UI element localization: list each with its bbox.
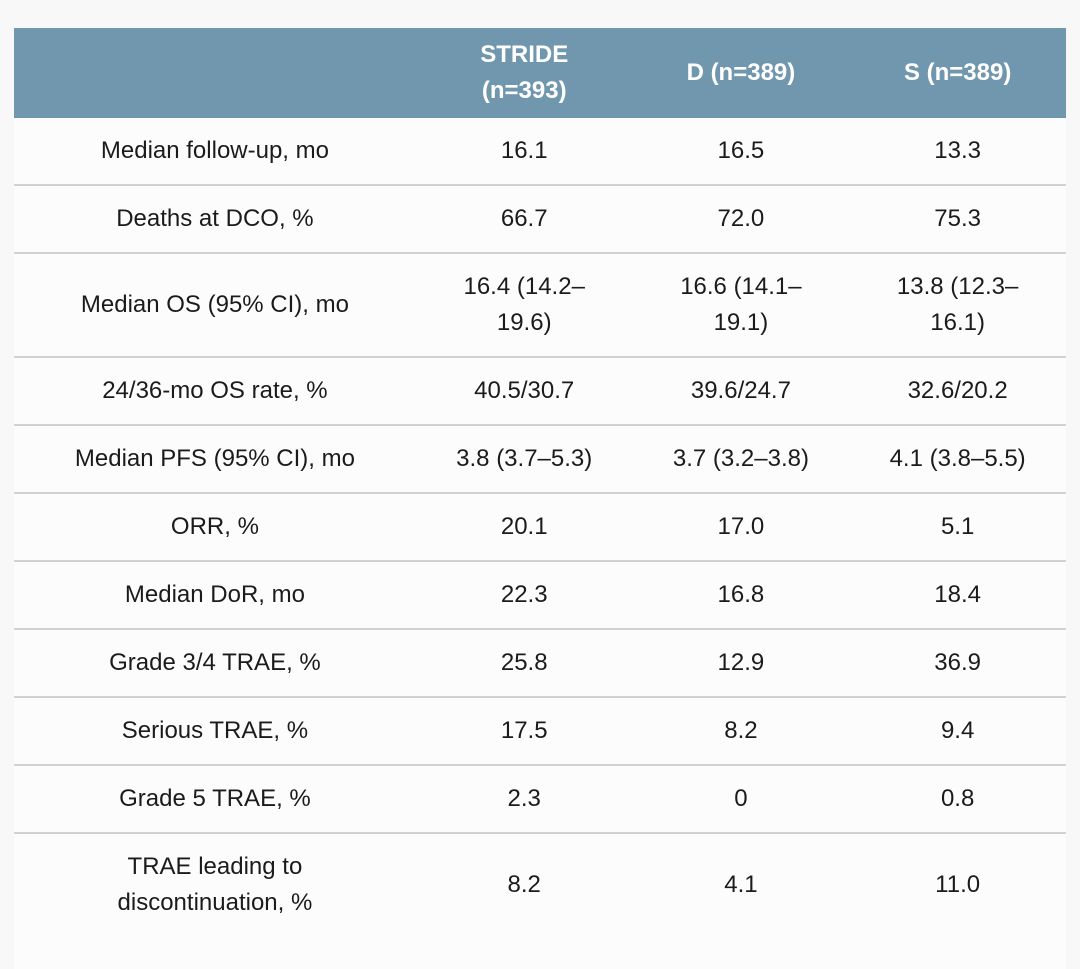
table-row: Median follow-up, mo 16.1 16.5 13.3: [14, 118, 1066, 185]
cell-d: 4.1: [632, 832, 850, 969]
cell-s: 36.9: [849, 628, 1066, 697]
cell-stride: 16.4 (14.2– 19.6): [415, 252, 633, 357]
cell-stride: 3.8 (3.7–5.3): [415, 424, 633, 493]
cell-s: 9.4: [849, 696, 1066, 765]
row-label: TRAE leading to discontinuation, %: [14, 832, 416, 969]
table-row: TRAE leading to discontinuation, % 8.2 4…: [14, 832, 1066, 969]
table-row: Serious TRAE, % 17.5 8.2 9.4: [14, 696, 1066, 765]
cell-stride: 25.8: [415, 628, 633, 697]
column-header-s: S (n=389): [849, 28, 1066, 118]
row-label: Grade 3/4 TRAE, %: [14, 628, 416, 697]
table-body: Median follow-up, mo 16.1 16.5 13.3 Deat…: [14, 118, 1066, 969]
row-label: 24/36-mo OS rate, %: [14, 356, 416, 425]
cell-d: 0: [632, 764, 850, 833]
column-header-stride: STRIDE (n=393): [415, 28, 633, 118]
row-label: Grade 5 TRAE, %: [14, 764, 416, 833]
cell-s: 13.8 (12.3– 16.1): [849, 252, 1066, 357]
cell-d: 12.9: [632, 628, 850, 697]
header-row: STRIDE (n=393) D (n=389) S (n=389): [14, 28, 1066, 118]
row-label: Median follow-up, mo: [14, 118, 416, 185]
table-row: Grade 3/4 TRAE, % 25.8 12.9 36.9: [14, 628, 1066, 697]
cell-s: 0.8: [849, 764, 1066, 833]
results-table: STRIDE (n=393) D (n=389) S (n=389) Media…: [14, 28, 1066, 969]
cell-stride: 66.7: [415, 184, 633, 253]
cell-d: 17.0: [632, 492, 850, 561]
cell-s: 11.0: [849, 832, 1066, 969]
table-row: Grade 5 TRAE, % 2.3 0 0.8: [14, 764, 1066, 833]
cell-stride: 16.1: [415, 118, 633, 185]
cell-d: 39.6/24.7: [632, 356, 850, 425]
cell-stride: 20.1: [415, 492, 633, 561]
row-label: Deaths at DCO, %: [14, 184, 416, 253]
table-row: Median PFS (95% CI), mo 3.8 (3.7–5.3) 3.…: [14, 424, 1066, 493]
cell-s: 5.1: [849, 492, 1066, 561]
column-header-metric: [14, 28, 416, 118]
table-row: ORR, % 20.1 17.0 5.1: [14, 492, 1066, 561]
row-label: Serious TRAE, %: [14, 696, 416, 765]
cell-d: 72.0: [632, 184, 850, 253]
cell-s: 32.6/20.2: [849, 356, 1066, 425]
table-row: Deaths at DCO, % 66.7 72.0 75.3: [14, 184, 1066, 253]
cell-s: 4.1 (3.8–5.5): [849, 424, 1066, 493]
row-label: ORR, %: [14, 492, 416, 561]
cell-d: 16.6 (14.1– 19.1): [632, 252, 850, 357]
cell-s: 18.4: [849, 560, 1066, 629]
cell-s: 75.3: [849, 184, 1066, 253]
cell-s: 13.3: [849, 118, 1066, 185]
table-row: Median DoR, mo 22.3 16.8 18.4: [14, 560, 1066, 629]
cell-stride: 2.3: [415, 764, 633, 833]
row-label: Median OS (95% CI), mo: [14, 252, 416, 357]
cell-stride: 8.2: [415, 832, 633, 969]
cell-stride: 17.5: [415, 696, 633, 765]
cell-d: 3.7 (3.2–3.8): [632, 424, 850, 493]
row-label: Median PFS (95% CI), mo: [14, 424, 416, 493]
cell-d: 16.8: [632, 560, 850, 629]
cell-d: 16.5: [632, 118, 850, 185]
row-label: Median DoR, mo: [14, 560, 416, 629]
table-row: Median OS (95% CI), mo 16.4 (14.2– 19.6)…: [14, 252, 1066, 357]
table-row: 24/36-mo OS rate, % 40.5/30.7 39.6/24.7 …: [14, 356, 1066, 425]
cell-d: 8.2: [632, 696, 850, 765]
cell-stride: 40.5/30.7: [415, 356, 633, 425]
results-table-container: STRIDE (n=393) D (n=389) S (n=389) Media…: [14, 28, 1066, 969]
table-header: STRIDE (n=393) D (n=389) S (n=389): [14, 28, 1066, 118]
column-header-d: D (n=389): [632, 28, 850, 118]
cell-stride: 22.3: [415, 560, 633, 629]
